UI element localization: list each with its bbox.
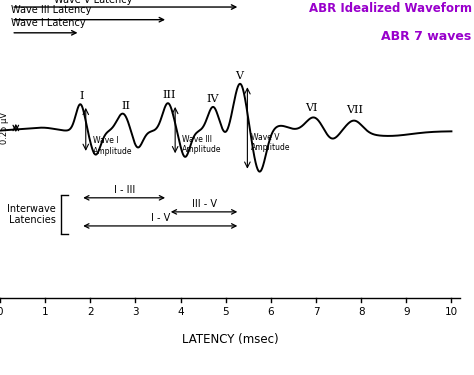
Text: V: V: [235, 70, 243, 81]
Text: 4: 4: [177, 307, 184, 317]
Text: ABR Idealized Waveform: ABR Idealized Waveform: [309, 2, 472, 15]
Text: III: III: [163, 90, 176, 101]
Text: 10: 10: [445, 307, 458, 317]
Text: Wave III
Amplitude: Wave III Amplitude: [182, 135, 221, 154]
Text: Interwave
Latencies: Interwave Latencies: [7, 204, 55, 225]
Text: Wave V Latency: Wave V Latency: [54, 0, 133, 5]
Text: II: II: [122, 100, 131, 111]
Text: VII: VII: [346, 105, 363, 116]
Text: 3: 3: [132, 307, 139, 317]
Text: 1: 1: [42, 307, 48, 317]
Text: 0: 0: [0, 307, 3, 317]
Text: VI: VI: [305, 104, 318, 113]
Text: LATENCY (msec): LATENCY (msec): [182, 333, 279, 346]
Text: 8: 8: [358, 307, 365, 317]
Text: Wave III Latency: Wave III Latency: [11, 5, 91, 15]
Text: ABR 7 waves: ABR 7 waves: [382, 30, 472, 44]
Text: 5: 5: [222, 307, 229, 317]
Text: 7: 7: [313, 307, 319, 317]
Text: I - III: I - III: [113, 185, 135, 195]
Text: Wave I
Amplitude: Wave I Amplitude: [92, 136, 132, 156]
Text: I - V: I - V: [151, 213, 170, 223]
Text: Wave I Latency: Wave I Latency: [11, 18, 86, 28]
Text: 0.25 µV: 0.25 µV: [0, 112, 9, 144]
Text: III - V: III - V: [191, 199, 217, 209]
Text: 6: 6: [267, 307, 274, 317]
Text: I: I: [79, 91, 83, 101]
Text: Wave V
Amplitude: Wave V Amplitude: [251, 133, 290, 152]
Text: 9: 9: [403, 307, 410, 317]
Text: IV: IV: [207, 94, 219, 104]
Text: 2: 2: [87, 307, 93, 317]
